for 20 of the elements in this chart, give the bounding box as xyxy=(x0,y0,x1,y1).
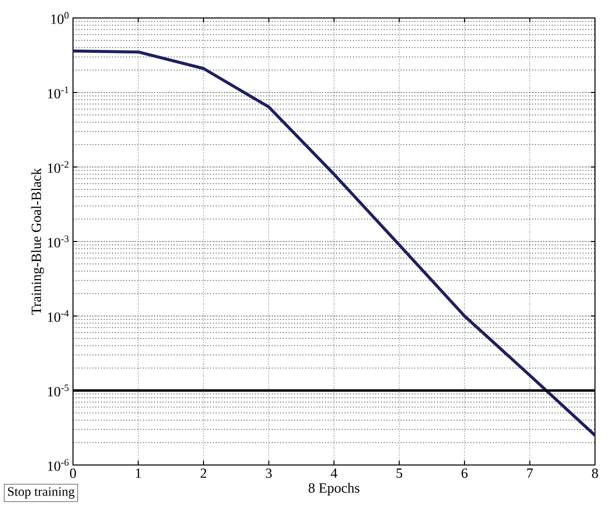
x-tick-label: 8 xyxy=(592,468,598,478)
x-tick-label: 4 xyxy=(330,468,338,478)
x-axis-title: 8 Epochs xyxy=(308,482,360,496)
y-tick-label: 10$^{-3}$ xyxy=(48,236,69,248)
x-tick-label: 3 xyxy=(266,468,272,478)
y-tick-label: 10$^{-4}$ xyxy=(48,310,69,322)
x-tick-label: 0 xyxy=(70,468,76,478)
text: Stop training xyxy=(8,487,74,499)
x-tick-label: 7 xyxy=(527,468,533,478)
y-tick-label: 10$^{-5}$ xyxy=(48,384,69,396)
y-axis-title: Training-Blue Goal-Black xyxy=(31,168,44,315)
x-tick-label: 6 xyxy=(462,468,468,478)
y-tick-label: 10$^{-2}$ xyxy=(48,161,68,173)
y-tick-label: 10$^{-1}$ xyxy=(48,86,68,98)
line-series xyxy=(73,50,596,437)
x-tick-label: 1 xyxy=(136,468,141,478)
x-tick-label: 2 xyxy=(200,468,206,478)
y-tick-label: 10$^{-6}$ xyxy=(48,459,69,471)
y-tick-label: 10$^{0}$ xyxy=(51,12,69,24)
x-tick-label: 5 xyxy=(396,468,402,478)
